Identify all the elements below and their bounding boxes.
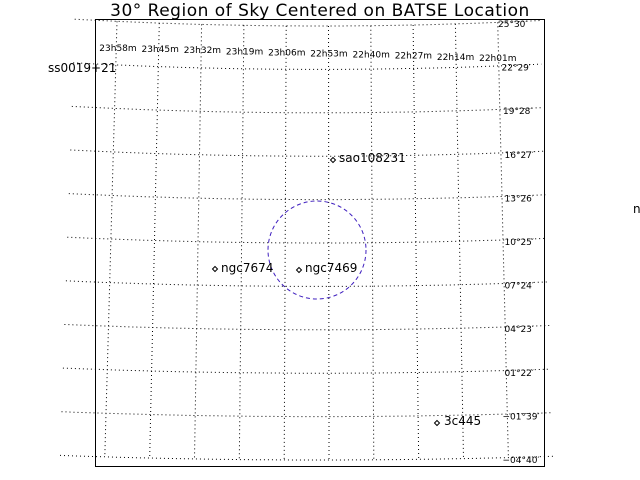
ra-tick-label: 23h58m	[99, 44, 136, 54]
plot-frame	[95, 19, 545, 467]
edge-label: n	[633, 202, 640, 216]
ra-tick-label: 22h14m	[437, 53, 474, 63]
dec-tick-label: 22°29′	[502, 64, 531, 74]
ra-tick-label: 23h45m	[142, 45, 179, 55]
ra-gridline	[497, 22, 509, 458]
source-label: ngc7674	[221, 261, 273, 275]
source-marker	[211, 265, 219, 273]
ra-tick-labels: 23h58m 23h45m 23h32m 23h19m 23h06m 22h53m 22h4…	[99, 44, 516, 64]
dec-gridline	[61, 411, 552, 418]
edge-labels: n	[633, 202, 640, 216]
ra-tick-label: 22h53m	[310, 50, 347, 60]
error-circle	[267, 200, 367, 300]
ra-tick-label: 22h01m	[479, 54, 516, 64]
chart-title: 30° Region of Sky Centered on BATSE Loca…	[110, 1, 530, 21]
batse-error-circle	[267, 200, 367, 300]
dec-tick-label: 16°27′	[505, 151, 534, 161]
source-marker	[295, 266, 303, 274]
dec-gridline	[64, 324, 550, 331]
ra-gridline	[412, 24, 420, 460]
dec-tick-label: 10°25′	[505, 238, 534, 248]
dec-gridline	[70, 149, 545, 157]
ra-gridline	[149, 23, 160, 459]
ra-tick-label: 22h40m	[353, 51, 390, 61]
dec-tick-label: 07°24′	[505, 282, 534, 292]
ra-tick-label: 23h19m	[226, 47, 263, 57]
ra-tick-label: 23h06m	[268, 48, 305, 58]
source-label: ngc7469	[305, 261, 357, 275]
source-markers: ss0019+21 sao108231 ngc7674 ngc7469 3c445	[48, 61, 481, 428]
dec-tick-label: −01°39′	[503, 412, 540, 422]
source-label: 3c445	[444, 414, 481, 428]
source-marker	[433, 419, 441, 427]
dec-tick-label: 04°23′	[505, 325, 534, 335]
source-label: ss0019+21	[48, 61, 116, 75]
ra-gridline	[370, 25, 375, 460]
dec-gridline	[71, 105, 543, 114]
ra-gridline	[238, 25, 245, 460]
source-marker	[329, 156, 337, 164]
ra-tick-label: 23h32m	[184, 46, 221, 56]
dec-tick-label: 13°26′	[505, 194, 534, 204]
dec-gridline	[65, 280, 548, 287]
dec-tick-labels: 25°30′ 22°29′ 19°28′ 16°27′ 13°26′ 10°25′ 07°2…	[498, 20, 540, 466]
ra-gridline	[454, 23, 464, 459]
coordinate-grid	[59, 18, 554, 461]
source-label: sao108231	[339, 151, 406, 165]
dec-gridline	[74, 18, 541, 27]
ra-gridline	[194, 24, 203, 459]
ra-tick-label: 22h27m	[395, 52, 432, 62]
dec-tick-label: 19°28′	[503, 107, 532, 117]
dec-tick-label: 01°22′	[505, 369, 534, 379]
ra-gridline	[283, 25, 287, 460]
dec-tick-label: −04°40′	[503, 456, 540, 466]
dec-tick-label: 25°30′	[498, 20, 527, 30]
ra-gridline	[104, 21, 118, 457]
ra-gridline	[328, 25, 330, 460]
